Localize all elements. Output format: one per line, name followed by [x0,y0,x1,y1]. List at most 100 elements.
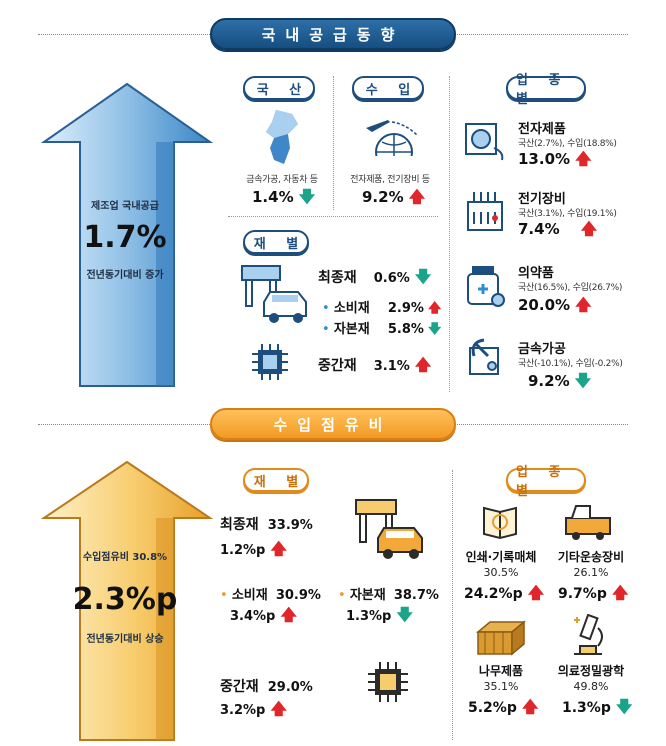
divider [452,470,453,740]
metal-processing-icon [469,338,499,375]
final-share: 33.9% [267,518,313,533]
arrow-big-value: 2.3%p [72,582,178,617]
industry-detail: 국산(-10.1%), 수입(-0.2%) [518,359,623,369]
industry-name: 의료정밀광학 [557,664,625,678]
industry-share: 30.5% [483,566,519,579]
arrow-up-icon: 🡅 [575,295,592,314]
industry-name: 기타운송장비 [557,550,625,564]
import-value: 9.2% [362,188,404,206]
industry-change: 24.2%p [464,586,523,602]
arrow-up-icon: 🡅 [408,187,426,206]
industry-share: 26.1% [573,566,609,579]
arrow-up-icon: 🡅 [575,149,592,168]
domestic-value: 1.4% [252,188,294,206]
wood-products-icon [476,620,526,656]
korea-map-icon [266,110,298,164]
import-pill: 수 입 [352,76,424,100]
domestic-supply-banner: 국내공급동향 [210,18,456,50]
divider [449,76,450,392]
arrow-label-bottom: 전년동기대비 상승 [86,634,164,645]
industry-change: 9.7%p [558,586,607,602]
consumer-label: 소비재 [231,588,268,603]
transport-equipment-icon [565,505,611,540]
industry-pill: 업 종 별 [506,73,586,107]
arrow-up-icon: 🡅 [521,697,539,716]
arrow-label-bottom: 전년동기대비 증가 [86,270,164,281]
capital-share: 38.7% [393,588,439,603]
print-media-icon [483,506,517,540]
arrow-up-icon: 🡅 [270,539,287,558]
consumer-share: 30.9% [275,588,321,603]
industry-name: 금속가공 [518,342,566,357]
arrow-up-icon: 🡅 [270,699,287,718]
material-pill: 재 별 [243,230,309,254]
arrow-label-top: 제조업 국내공급 [91,201,159,212]
final-value: 0.6% [373,271,410,286]
domestic-caption: 금속가공, 자동차 등 [246,175,318,185]
medical-optical-icon [574,614,603,655]
industry-detail: 국산(3.1%), 수입(19.1%) [518,209,617,219]
chip-icon [368,662,408,702]
consumer-value: 2.9% [387,301,424,316]
chip-icon [252,344,288,380]
industry-share: 49.8% [573,680,609,693]
final-goods-icon [355,499,423,559]
industry-name: 전자제품 [518,122,566,137]
arrow-up-icon: 🡅 [428,301,442,316]
electronics-icon [465,123,504,161]
industry-value: 9.2% [528,372,570,390]
industry-detail: 국산(2.7%), 수입(18.8%) [518,139,617,149]
arrow-down-icon: 🡇 [414,267,432,286]
arrow-up-icon: 🡅 [527,583,545,602]
industry-name: 인쇄·기록매체 [465,550,537,564]
import-share-banner: 수입점유비 [210,408,456,440]
final-goods-icon [241,265,307,323]
capital-change: 1.3%p [346,609,392,624]
arrow-down-icon: 🡇 [428,322,442,337]
industry-name: 나무제품 [478,664,524,678]
arrow-up-icon: 🡅 [611,583,629,602]
intermediate-change: 3.2%p [220,703,266,718]
industry-value: 20.0% [518,296,571,314]
domestic-supply-arrow [40,82,214,387]
capital-label: 자본재 [349,588,386,603]
material-pill: 재 별 [243,468,309,492]
divider [333,76,334,210]
intermediate-label: 중간재 [220,679,259,695]
arrow-big-value: 1.7% [83,220,167,255]
industry-share: 35.1% [483,680,519,693]
arrow-down-icon: 🡇 [396,605,413,624]
intermediate-value: 3.1% [373,359,410,374]
arrow-down-icon: 🡇 [615,697,633,716]
intermediate-label: 중간재 [318,358,357,374]
industry-pill: 업 종 별 [506,465,586,499]
industry-change: 5.2%p [468,700,517,716]
domestic-pill: 국 산 [243,76,315,100]
arrow-up-icon: 🡅 [280,605,297,624]
industry-change: 1.3%p [562,700,611,716]
arrow-up-icon: 🡅 [580,219,598,238]
industry-detail: 국산(16.5%), 수입(26.7%) [518,283,623,293]
arrow-down-icon: 🡇 [574,371,592,390]
capital-value: 5.8% [387,322,424,337]
industry-name: 의약품 [518,266,554,281]
industry-value: 7.4% [518,220,560,238]
final-change: 1.2%p [220,543,266,558]
intermediate-share: 29.0% [267,680,313,695]
medicine-icon [467,266,505,307]
import-caption: 전자제품, 전기장비 등 [350,175,430,185]
divider [228,216,438,217]
consumer-change: 3.4%p [230,609,276,624]
arrow-label-top: 수입점유비 30.8% [82,552,168,563]
industry-value: 13.0% [518,150,571,168]
arrow-down-icon: 🡇 [298,187,316,206]
industry-name: 전기장비 [518,192,566,207]
electrical-equipment-icon [467,192,503,231]
consumer-label: 소비재 [333,301,370,316]
capital-label: 자본재 [333,322,370,337]
import-share-arrow [40,460,214,741]
arrow-up-icon: 🡅 [414,355,432,374]
final-label: 최종재 [220,517,259,533]
globe-airplane-icon [366,120,419,166]
final-label: 최종재 [318,270,357,286]
